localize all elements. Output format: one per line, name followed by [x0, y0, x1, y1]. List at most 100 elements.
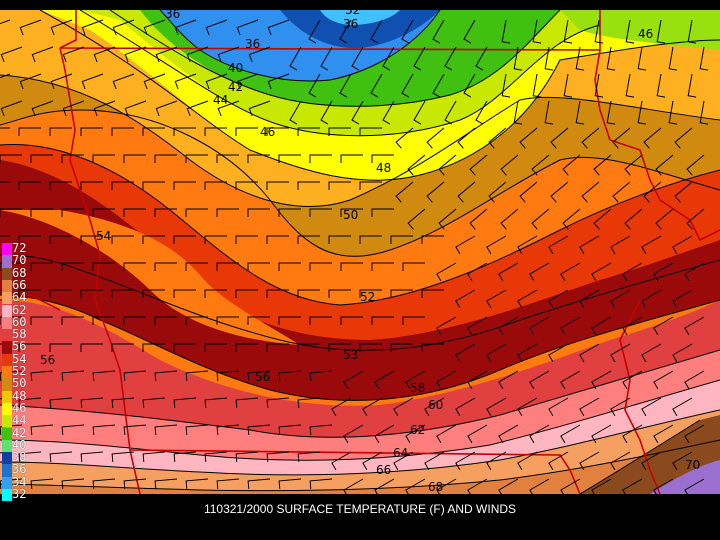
wind-barb [278, 208, 301, 217]
wind-barb [653, 478, 674, 498]
wind-barb [486, 343, 507, 363]
legend-entry: 38 [2, 450, 36, 465]
wind-barb [185, 424, 209, 435]
wind-barb [340, 154, 363, 163]
wind-barb [532, 73, 542, 98]
wind-barb [92, 154, 115, 163]
wind-barb [111, 451, 135, 462]
wind-barb [154, 316, 177, 325]
wind-barb [467, 370, 488, 390]
wind-barb [19, 19, 42, 36]
wind-barb [469, 154, 488, 176]
wind-barb [142, 451, 166, 462]
wind-barb [30, 262, 53, 271]
legend-entry: 68 [2, 266, 36, 280]
wind-barb [80, 127, 103, 136]
legend-entry: 72 [2, 241, 36, 256]
legend-label: 60 [12, 314, 27, 329]
contour-label: 42 [228, 80, 243, 94]
wind-barb [339, 19, 352, 44]
wind-barb [393, 397, 414, 417]
wind-barb [154, 478, 178, 489]
wind-barb [622, 262, 643, 282]
wind-barb [579, 343, 600, 363]
wind-barb [49, 235, 72, 244]
wind-barb [204, 451, 228, 462]
wind-barb [550, 181, 569, 203]
wind-barb [0, 424, 23, 435]
wind-barb [594, 19, 604, 44]
wind-barb [186, 100, 209, 117]
wind-barb [173, 235, 196, 244]
wind-barb [591, 262, 612, 282]
wind-barb [591, 370, 612, 390]
wind-barb [328, 181, 351, 190]
wind-barb [371, 154, 394, 163]
wind-barb [0, 127, 10, 129]
wind-barb [684, 424, 705, 444]
legend-entry: 62 [2, 303, 36, 317]
wind-barb [267, 73, 290, 90]
wind-barb [154, 424, 178, 435]
contour-label: 46 [638, 27, 653, 41]
legend-label: 70 [12, 253, 27, 268]
wind-barb [49, 451, 73, 462]
legend-swatch [2, 378, 12, 391]
wind-barb [30, 424, 54, 435]
legend-swatch [2, 390, 12, 403]
contour-label: 58 [410, 381, 425, 395]
wind-barb [606, 46, 616, 71]
legend-swatch [2, 366, 12, 379]
band-lightpink [0, 380, 720, 475]
wind-barb [436, 478, 457, 498]
legend-entry: 48 [2, 389, 36, 403]
legend-entry: 32 [2, 487, 36, 502]
wind-barb [235, 397, 259, 408]
wind-barb [560, 316, 581, 336]
wind-barb [444, 46, 457, 71]
wind-barb [579, 289, 600, 309]
wind-barb [278, 478, 302, 489]
wind-barb [309, 424, 333, 435]
wind-barb [436, 370, 457, 390]
wind-barb [235, 343, 258, 352]
wind-barb [467, 316, 488, 336]
wind-barb [278, 262, 301, 271]
wind-barb [247, 370, 271, 381]
wind-barb [49, 397, 73, 408]
wind-barb [309, 262, 332, 271]
wind-barb [204, 235, 227, 244]
wind-barb [123, 208, 146, 217]
wind-barb [204, 289, 227, 298]
wind-barb [308, 19, 321, 44]
wind-barb [81, 19, 104, 36]
wind-barb [124, 46, 147, 63]
wind-barb [610, 289, 631, 309]
wind-barb [624, 154, 643, 176]
wind-barb [173, 181, 196, 190]
contour-label: 48 [376, 161, 391, 175]
wind-barb [247, 208, 270, 217]
wind-barb [672, 397, 693, 417]
wind-barb [328, 343, 351, 352]
temperature-legend: 72 70 68 66 64 62 60 58 56 54 52 50 48 46 44 42 40 38 36 34… [2, 241, 36, 511]
wind-barb [684, 316, 705, 336]
wind-barb [247, 154, 270, 163]
wind-barb [407, 208, 426, 230]
wind-barb [217, 100, 240, 117]
wind-barb [49, 343, 72, 352]
contour-label: 36 [343, 17, 358, 31]
contour-label: 53 [343, 348, 358, 362]
wind-barb [643, 127, 662, 149]
wind-barb [371, 316, 394, 325]
wind-barb [185, 316, 208, 325]
wind-barb [247, 478, 271, 489]
legend-swatch [2, 292, 12, 305]
wind-barb [359, 181, 382, 190]
wind-barb [266, 127, 289, 136]
wind-barb [672, 235, 693, 255]
wind-barb [370, 73, 383, 98]
band-orange-mid [0, 210, 300, 345]
wind-barb [684, 478, 705, 498]
legend-label: 66 [12, 277, 27, 292]
